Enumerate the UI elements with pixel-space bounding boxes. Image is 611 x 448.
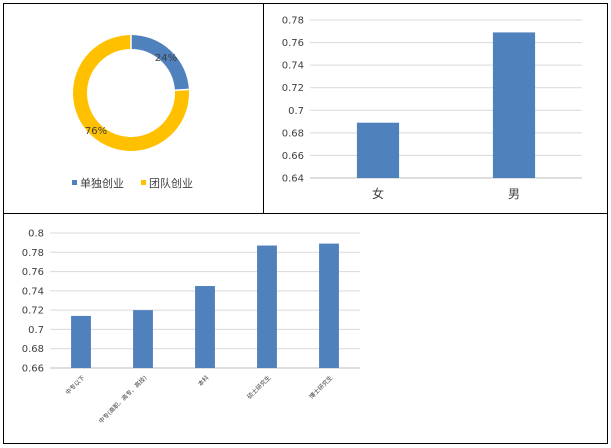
bar <box>257 245 277 368</box>
bar <box>319 243 339 368</box>
y-tick-label: 0.76 <box>22 267 44 278</box>
y-tick-label: 0.64 <box>282 174 304 185</box>
donut-separator-2 <box>174 88 189 91</box>
x-category-label: 女 <box>372 186 384 201</box>
x-category-label: 中专(高职、高专、高技) <box>97 374 148 425</box>
bar <box>492 32 536 179</box>
x-category-label: 本科 <box>196 374 210 388</box>
y-tick-label: 0.66 <box>22 364 44 375</box>
y-tick-label: 0.68 <box>282 128 304 139</box>
legend-label-2: 团队创业 <box>149 176 193 190</box>
education-bar-chart-panel: 0.66 0.68 0.7 0.72 0.74 0.76 0.78 0.8 中专以下 中专(高职、… <box>3 213 608 444</box>
legend-swatch-2 <box>141 180 146 185</box>
donut-slice-2 <box>73 35 189 151</box>
y-tick-label: 0.74 <box>22 286 44 297</box>
y-tick-label: 0.76 <box>282 38 304 49</box>
education-bar-chart: 0.66 0.68 0.7 0.72 0.74 0.76 0.78 0.8 中专以下 中专(高职、… <box>22 229 360 425</box>
y-tick-label: 0.7 <box>28 325 44 336</box>
donut-chart: 24% 76% 单独创业 团队创业 <box>72 35 193 190</box>
y-tick-label: 0.72 <box>22 306 44 317</box>
x-category-label: 中专以下 <box>64 374 87 397</box>
y-tick-label: 0.78 <box>282 16 304 27</box>
bar <box>133 310 153 368</box>
x-category-label: 男 <box>508 187 520 201</box>
y-tick-label: 0.7 <box>288 106 304 117</box>
donut-chart-panel: 24% 76% 单独创业 团队创业 <box>3 3 264 214</box>
y-tick-label: 0.74 <box>282 61 304 72</box>
legend-swatch-1 <box>72 180 77 185</box>
x-category-label: 硕士研究生 <box>246 374 273 401</box>
y-tick-label: 0.68 <box>22 344 44 355</box>
bar <box>356 122 400 178</box>
donut-label-2: 76% <box>85 126 107 137</box>
x-category-label: 博士研究生 <box>308 374 335 401</box>
donut-slice-1 <box>130 35 189 91</box>
gender-bar-chart: 0.64 0.66 0.68 0.7 0.72 0.74 0.76 0.78 女 男 <box>282 16 582 201</box>
bar <box>71 315 91 368</box>
y-tick-label: 0.78 <box>22 248 44 259</box>
y-tick-label: 0.66 <box>282 151 304 162</box>
donut-label-1: 24% <box>155 53 177 64</box>
legend-label-1: 单独创业 <box>80 177 124 190</box>
bar <box>195 286 215 368</box>
y-tick-label: 0.8 <box>28 229 44 240</box>
gender-bar-chart-panel: 0.64 0.66 0.68 0.7 0.72 0.74 0.76 0.78 女 男 <box>263 3 608 214</box>
y-tick-label: 0.72 <box>282 83 304 94</box>
